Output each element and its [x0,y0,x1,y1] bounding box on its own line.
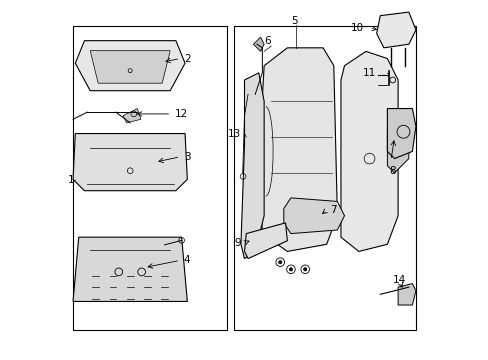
Polygon shape [244,223,287,258]
Text: 8: 8 [388,166,395,176]
FancyBboxPatch shape [73,26,226,330]
Polygon shape [123,109,141,123]
Polygon shape [397,284,415,305]
Text: 11: 11 [362,68,375,78]
Polygon shape [75,41,184,91]
Circle shape [278,260,282,264]
Circle shape [303,267,306,271]
Polygon shape [386,109,415,158]
FancyBboxPatch shape [233,26,415,330]
Polygon shape [376,12,415,48]
Text: 5: 5 [290,16,297,26]
Polygon shape [90,51,170,83]
Polygon shape [241,73,264,258]
Polygon shape [386,130,408,173]
Circle shape [288,267,292,271]
Text: 7: 7 [329,205,336,215]
Polygon shape [340,51,397,251]
Text: 4: 4 [183,255,190,265]
Text: 14: 14 [392,275,405,285]
Text: 10: 10 [350,23,364,33]
Polygon shape [253,37,264,51]
Text: 3: 3 [183,152,190,162]
Polygon shape [73,134,187,191]
Polygon shape [73,237,187,301]
Polygon shape [258,48,337,251]
Polygon shape [283,198,344,234]
Text: 1: 1 [67,175,74,185]
Text: 12: 12 [175,109,188,119]
Text: 2: 2 [183,54,190,64]
Text: 13: 13 [227,129,241,139]
Text: 9: 9 [234,238,241,248]
Text: 6: 6 [264,36,270,46]
